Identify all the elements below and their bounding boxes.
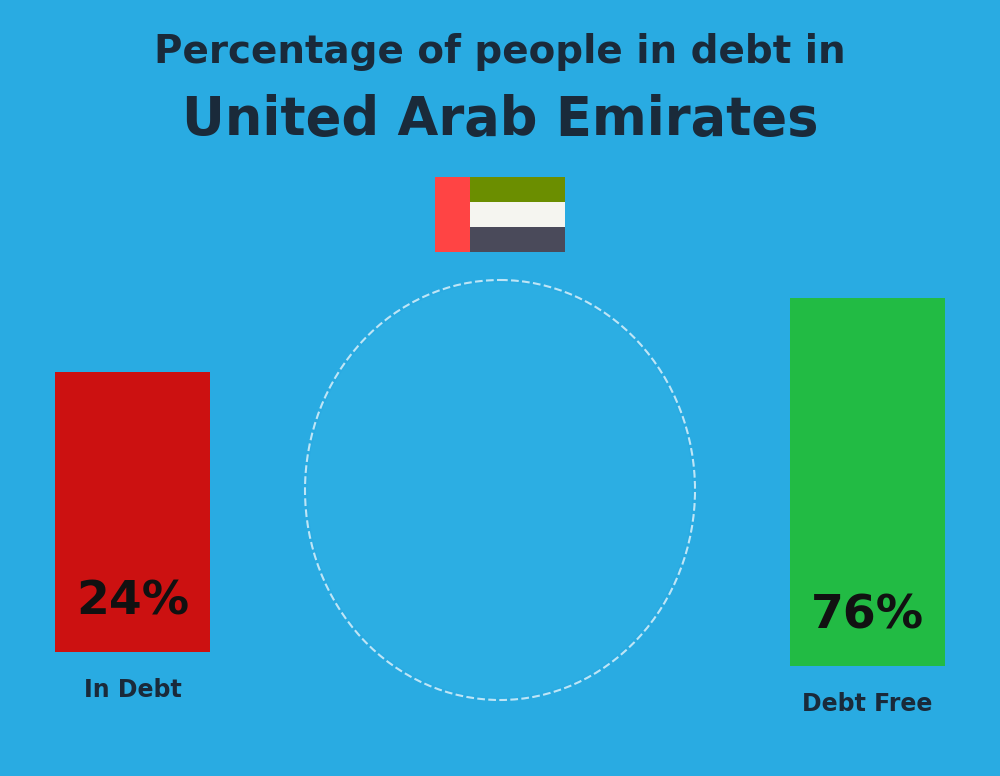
Text: United Arab Emirates: United Arab Emirates — [182, 94, 818, 146]
Bar — [470, 177, 565, 202]
Text: In Debt: In Debt — [84, 678, 181, 702]
Text: Debt Free: Debt Free — [802, 692, 933, 716]
Bar — [470, 227, 565, 252]
Bar — [790, 298, 945, 666]
Bar — [55, 372, 210, 652]
Text: 24%: 24% — [76, 580, 189, 625]
Bar — [470, 202, 565, 227]
Text: 76%: 76% — [811, 594, 924, 639]
Ellipse shape — [308, 282, 692, 698]
Bar — [435, 177, 470, 252]
Text: Percentage of people in debt in: Percentage of people in debt in — [154, 33, 846, 71]
